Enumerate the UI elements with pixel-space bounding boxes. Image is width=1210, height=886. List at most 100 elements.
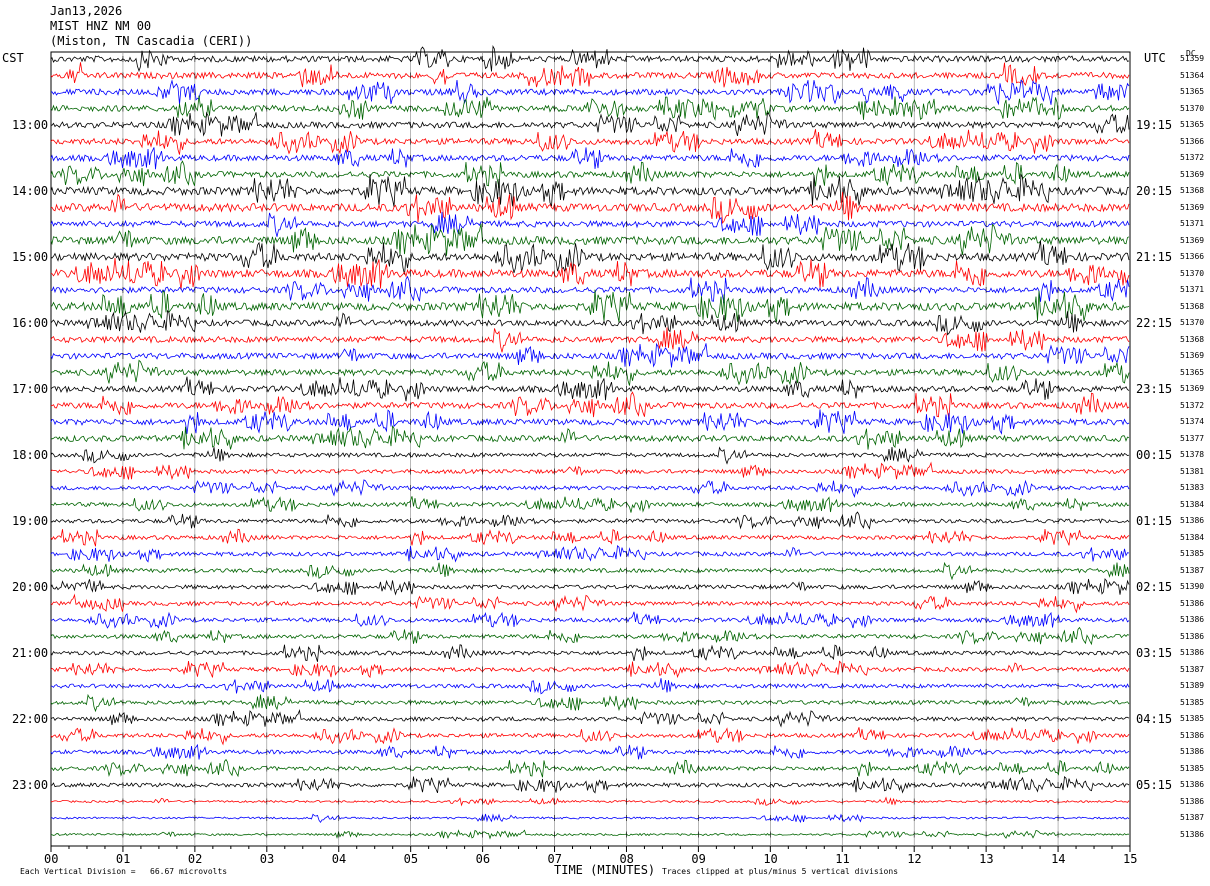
- trace-47: [50, 829, 1130, 840]
- footer-left-label: Each Vertical Division = 66.67 microvolt…: [20, 867, 228, 876]
- utc-hour-label: 05:15: [1136, 778, 1173, 792]
- trace-0: [50, 45, 1130, 73]
- dc-offset-label: 51370: [1180, 268, 1205, 278]
- trace-32: [50, 578, 1130, 596]
- trace-1: [50, 62, 1130, 88]
- trace-25: [50, 461, 1130, 481]
- trace-41: [50, 727, 1130, 746]
- cst-hour-label: 19:00: [12, 514, 49, 528]
- x-tick-label: 01: [115, 852, 131, 866]
- dc-offset-label: 51370: [1180, 103, 1205, 113]
- trace-22: [50, 409, 1130, 435]
- trace-38: [50, 678, 1130, 695]
- utc-hour-label: 01:15: [1136, 514, 1173, 528]
- x-tick-label: 06: [475, 852, 491, 866]
- dc-offset-label: 51366: [1180, 136, 1205, 146]
- trace-21: [50, 391, 1130, 419]
- dc-offset-label: 51387: [1180, 565, 1205, 575]
- cst-hour-label: 13:00: [12, 118, 49, 132]
- trace-10: [50, 211, 1130, 237]
- plot-frame: [50, 51, 1131, 847]
- dc-offset-label: 51384: [1180, 532, 1205, 542]
- dc-offset-label: 51368: [1180, 334, 1205, 344]
- dc-offset-label: 51369: [1180, 169, 1205, 179]
- location-label: (Miston, TN Cascadia (CERI)): [50, 34, 253, 48]
- dc-offset-label: 51378: [1180, 450, 1205, 459]
- cst-hour-label: 18:00: [12, 448, 49, 462]
- trace-29: [50, 528, 1130, 547]
- dc-offset-label: 51370: [1180, 318, 1205, 327]
- cst-hour-label: 22:00: [12, 712, 49, 726]
- cst-hour-label: 21:00: [12, 646, 49, 660]
- x-tick-label: 04: [331, 852, 347, 866]
- x-tick-label: 10: [763, 852, 778, 866]
- trace-4: [50, 111, 1130, 137]
- trace-23: [50, 425, 1130, 450]
- utc-hour-label: 22:15: [1136, 316, 1173, 330]
- dc-offset-label: 51369: [1180, 351, 1205, 360]
- dc-offset-label: 51383: [1180, 483, 1205, 492]
- trace-5: [50, 129, 1130, 155]
- utc-hour-label: 20:15: [1136, 184, 1173, 198]
- dc-offset-label: 51385: [1180, 549, 1205, 558]
- trace-27: [50, 496, 1130, 513]
- x-tick-label: 08: [619, 852, 634, 866]
- trace-9: [50, 191, 1130, 225]
- dc-offset-label: 51386: [1180, 516, 1205, 525]
- dc-offset-label: 51384: [1180, 499, 1205, 509]
- trace-2: [50, 79, 1130, 106]
- dc-offset-label: 51385: [1180, 714, 1205, 723]
- trace-28: [50, 511, 1130, 530]
- trace-46: [50, 813, 1130, 824]
- dc-offset-label: 51381: [1180, 466, 1205, 476]
- dc-header-label: DC: [1186, 49, 1196, 58]
- cst-hour-label: 14:00: [12, 184, 49, 198]
- trace-6: [50, 147, 1130, 170]
- cst-hour-label: 20:00: [12, 580, 49, 594]
- trace-19: [50, 359, 1130, 386]
- footer-right-label: Traces clipped at plus/minus 5 vertical …: [662, 867, 899, 876]
- trace-16: [50, 309, 1130, 336]
- utc-hour-label: 23:15: [1136, 382, 1173, 396]
- x-tick-label: 07: [547, 852, 562, 866]
- trace-42: [50, 743, 1130, 760]
- cst-hour-label: 15:00: [12, 250, 49, 264]
- dc-offset-label: 51369: [1180, 202, 1205, 212]
- trace-30: [50, 544, 1130, 563]
- utc-hour-label: 21:15: [1136, 250, 1173, 264]
- trace-44: [50, 775, 1130, 794]
- dc-offset-label: 51386: [1180, 648, 1205, 657]
- x-tick-label: 03: [259, 852, 275, 866]
- dc-offset-label: 51365: [1180, 367, 1205, 377]
- trace-20: [50, 376, 1130, 402]
- x-tick-label: 02: [187, 852, 203, 866]
- x-axis-label: TIME (MINUTES): [554, 863, 656, 877]
- dc-offset-label: 51368: [1180, 301, 1205, 311]
- x-tick-label: 05: [403, 852, 419, 866]
- dc-offset-label: 51387: [1180, 664, 1205, 674]
- trace-3: [50, 95, 1130, 121]
- trace-43: [50, 758, 1130, 778]
- dc-offset-label: 51385: [1180, 697, 1205, 707]
- dc-offset-label: 51385: [1180, 763, 1205, 773]
- trace-39: [50, 693, 1130, 713]
- x-tick-label: 12: [907, 852, 922, 866]
- utc-hour-label: 02:15: [1136, 580, 1173, 594]
- trace-37: [50, 660, 1130, 679]
- trace-18: [50, 342, 1130, 368]
- trace-33: [50, 593, 1130, 614]
- dc-offset-label: 51369: [1180, 384, 1205, 393]
- x-tick-label: 11: [835, 852, 850, 866]
- trace-12: [50, 240, 1130, 275]
- utc-hour-label: 00:15: [1136, 448, 1173, 462]
- right-timezone-label: UTC: [1144, 51, 1166, 65]
- dc-offset-label: 51389: [1180, 681, 1205, 690]
- trace-14: [50, 275, 1130, 304]
- trace-40: [50, 709, 1130, 728]
- dc-offset-label: 51374: [1180, 417, 1205, 426]
- dc-offset-label: 51359: [1180, 54, 1205, 63]
- dc-offset-label: 51386: [1180, 747, 1205, 756]
- trace-36: [50, 644, 1130, 662]
- dc-offset-label: 51377: [1180, 433, 1205, 443]
